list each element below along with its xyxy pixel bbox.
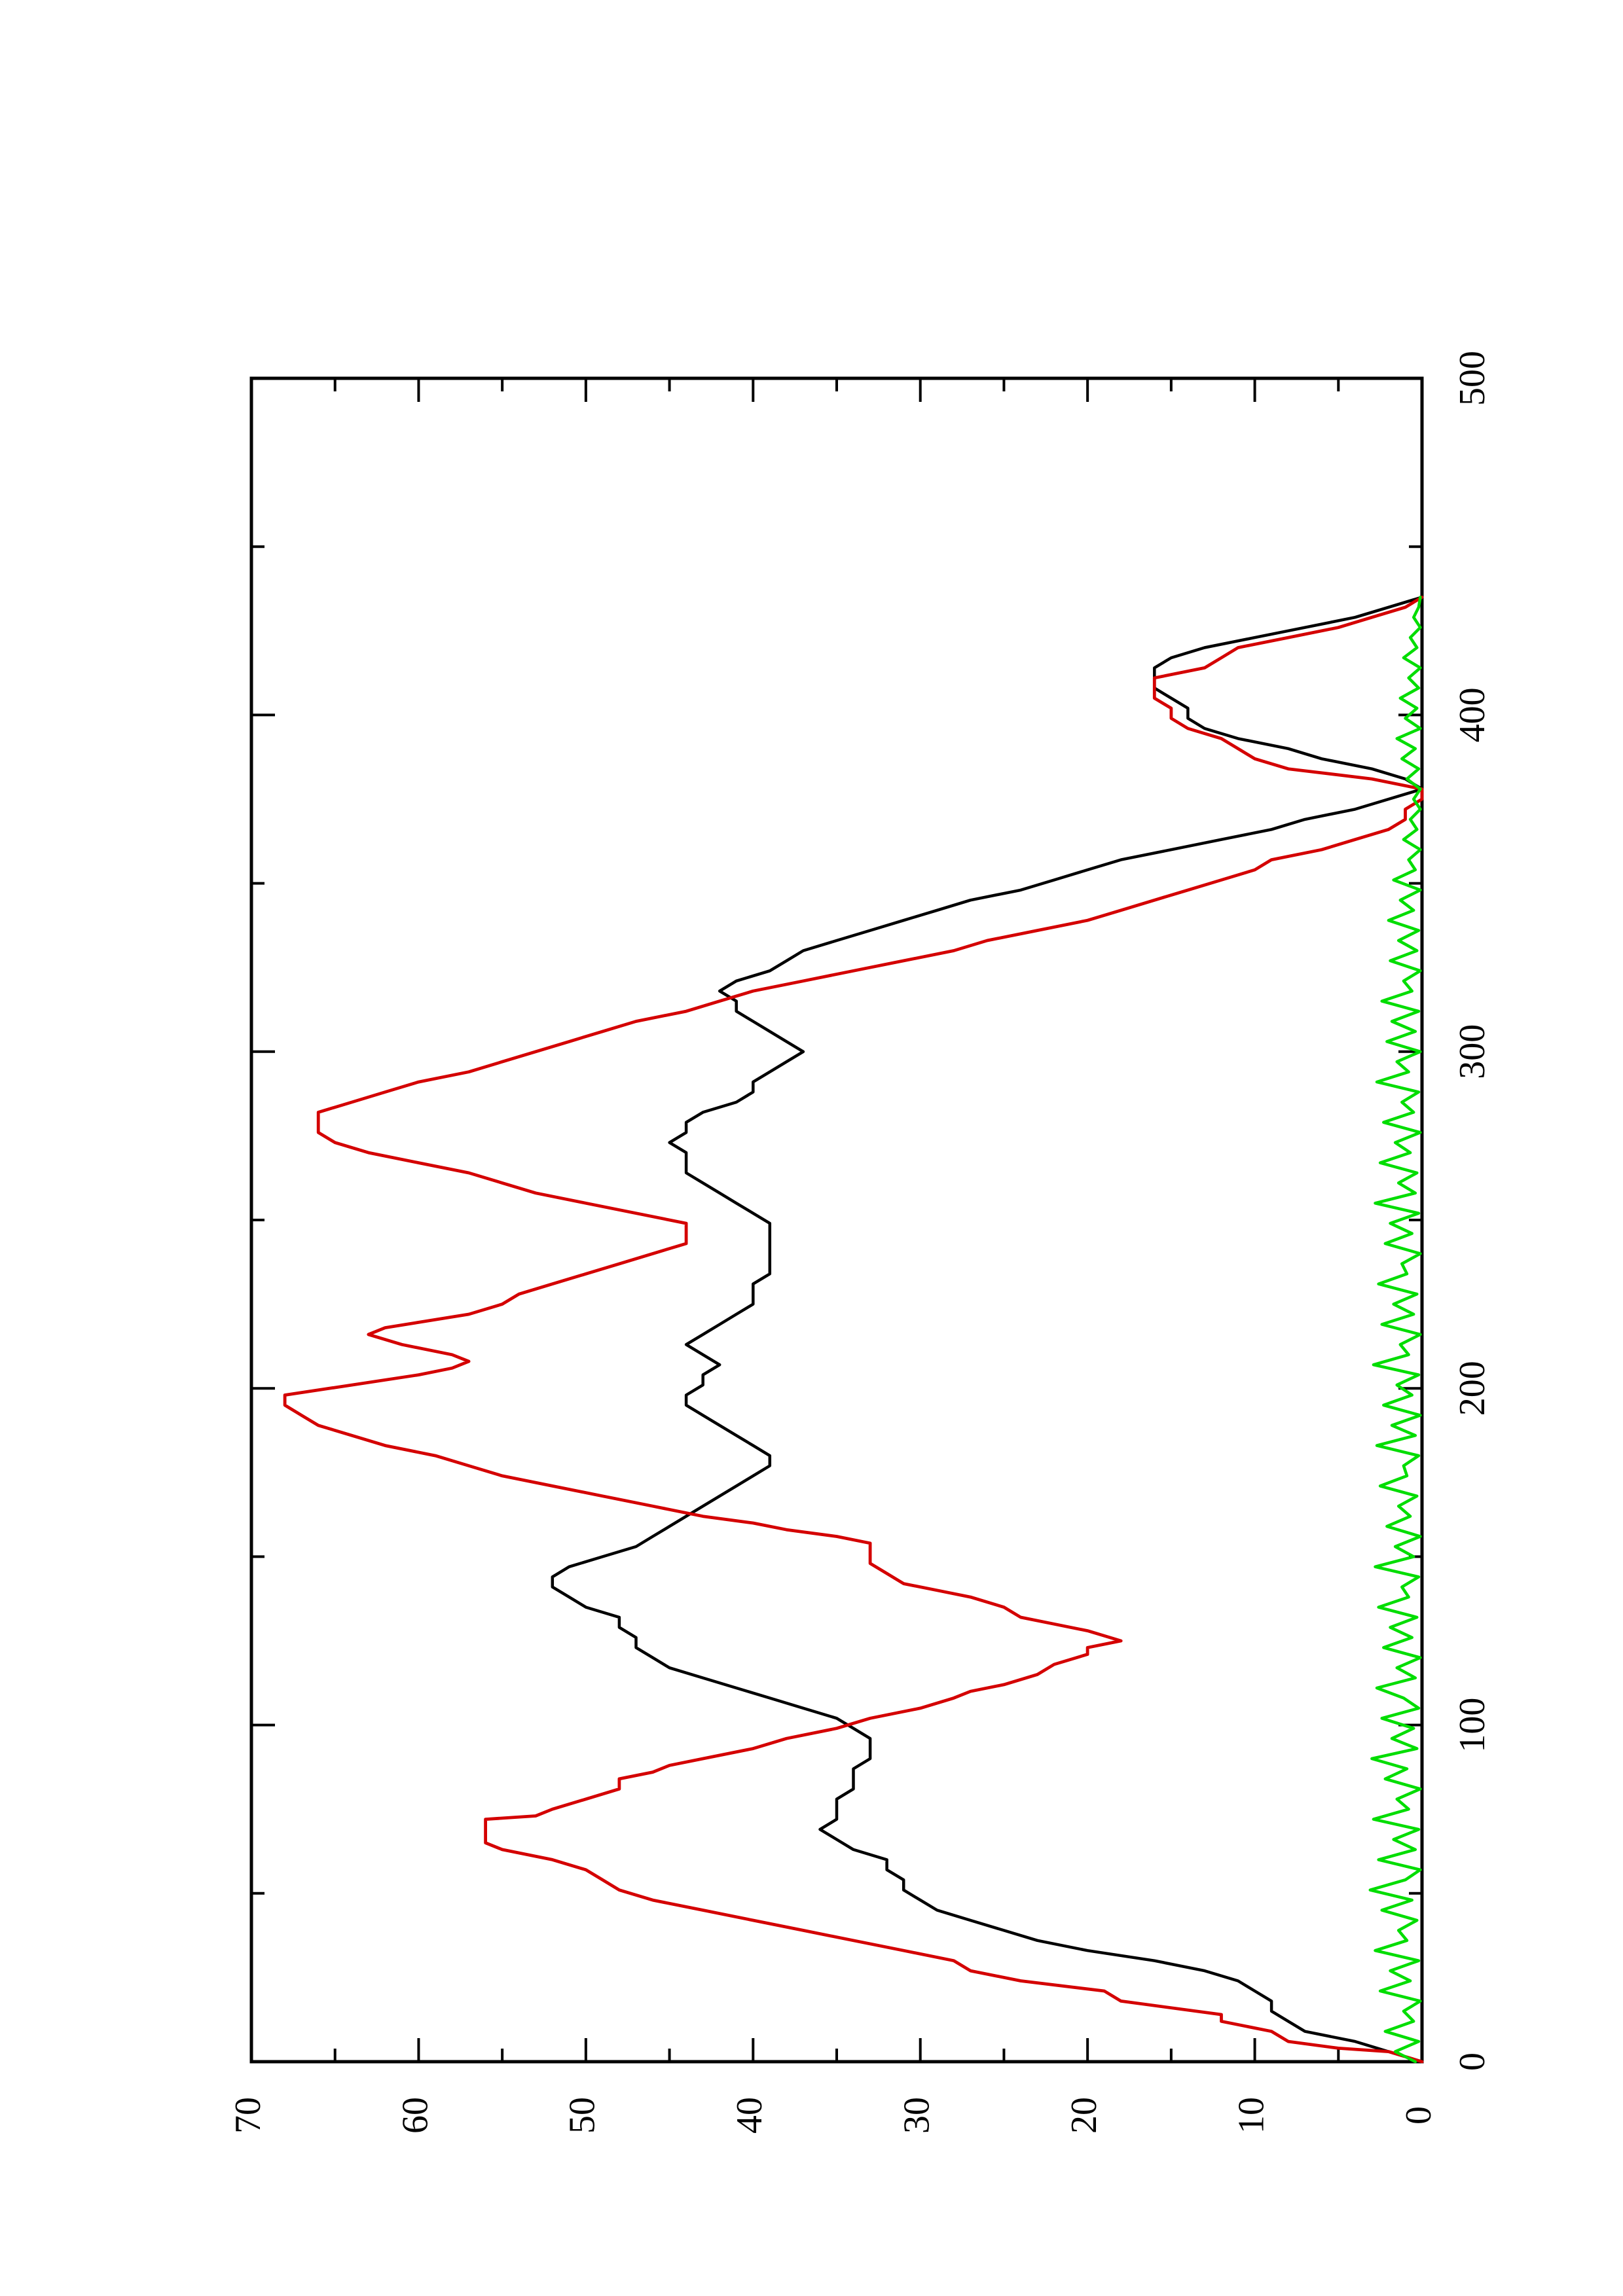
y-tick-label: 60	[395, 2097, 435, 2134]
x-tick-label: 300	[1452, 1024, 1493, 1079]
x-tick-label: 200	[1452, 1361, 1493, 1416]
series-line-2	[1368, 596, 1422, 2064]
y-tick-label: 40	[729, 2097, 770, 2134]
y-tick-label: 70	[228, 2097, 268, 2134]
y-tick-label: 20	[1064, 2097, 1104, 2134]
plot-area	[249, 376, 1424, 2064]
series-layer	[283, 596, 1424, 2064]
y-tick-label: 10	[1231, 2097, 1271, 2134]
x-tick-label: 100	[1452, 1698, 1493, 1753]
y-tick-label: 0	[1398, 2106, 1439, 2125]
series-line-0	[551, 596, 1424, 2064]
x-tick-label: 0	[1452, 2053, 1493, 2071]
y-tick-label: 50	[562, 2097, 603, 2134]
y-axis-tick-labels: 0 10 20 30 40 50 60 70	[228, 2097, 1439, 2134]
y-tick-label: 30	[897, 2097, 938, 2134]
x-axis-tick-labels: 0 100 200 300 400 500	[1452, 351, 1493, 2071]
series-line-1	[283, 596, 1424, 2064]
x-tick-label: 400	[1452, 687, 1493, 742]
x-tick-label: 500	[1452, 351, 1493, 406]
